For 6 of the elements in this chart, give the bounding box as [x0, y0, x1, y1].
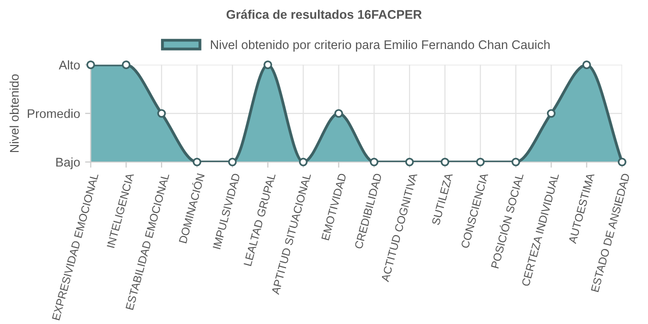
- category-label: Alto: [58, 60, 80, 70]
- legend-label: Nivel obtenido por criterio para Emilio Fernando Chan Cauich: [210, 40, 550, 52]
- y-axis-title: Nivel obtenido: [10, 74, 19, 152]
- category-label: Promedio: [28, 108, 80, 118]
- category-label: Bajo: [56, 157, 80, 170]
- chart-title: Gráfica de resultados 16FACPER: [226, 10, 422, 19]
